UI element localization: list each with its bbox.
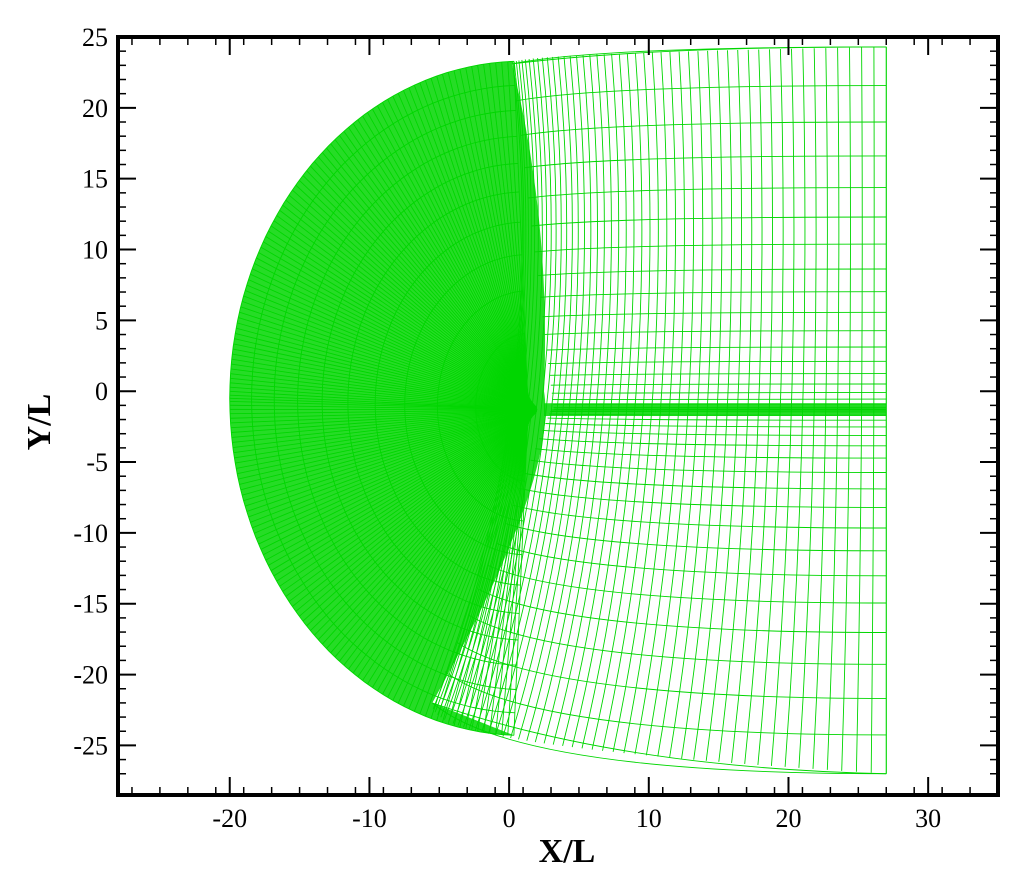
mesh-line: [539, 438, 887, 447]
mesh-line: [535, 448, 887, 459]
mesh-line: [612, 52, 668, 752]
y-tick-label: 15: [82, 165, 108, 194]
mesh-dense-region: [229, 61, 546, 736]
mesh-wake-band: [544, 403, 887, 416]
mesh-line: [487, 564, 887, 604]
mesh-line: [544, 330, 887, 335]
mesh-line: [474, 57, 557, 731]
mesh-line: [516, 85, 887, 102]
mesh-line: [524, 155, 887, 169]
x-tick-label: -10: [352, 804, 387, 833]
mesh-line: [530, 459, 887, 473]
mesh-line: [623, 51, 676, 754]
mesh-line: [444, 59, 532, 720]
mesh-line: [432, 62, 523, 710]
mesh-boundary-bottom: [432, 702, 887, 775]
mesh-line: [504, 522, 887, 552]
mesh-boundary-top: [511, 46, 887, 65]
y-tick-label: 25: [82, 23, 108, 52]
mesh-line: [440, 60, 529, 718]
mesh-line: [457, 58, 543, 726]
mesh-line: [552, 398, 887, 401]
mesh-line: [495, 56, 573, 736]
mesh-line: [520, 121, 887, 136]
mesh-line: [434, 61, 525, 713]
mesh-grid: [229, 46, 887, 775]
mesh-line: [511, 46, 887, 65]
mesh-line: [547, 417, 887, 421]
y-tick-label: -20: [73, 661, 108, 690]
x-tick-label: 0: [503, 804, 516, 833]
x-axis-ticks: -20 -10 0 10 20 30: [131, 37, 971, 833]
mesh-line: [510, 55, 585, 739]
mesh-line: [467, 614, 887, 665]
x-tick-label: 20: [775, 804, 801, 833]
mesh-line: [551, 391, 887, 394]
y-tick-label: 0: [95, 377, 108, 406]
mesh-line: [452, 58, 539, 724]
y-tick-label: -25: [73, 731, 108, 760]
mesh-line: [487, 56, 568, 734]
mesh-line: [512, 504, 887, 529]
y-tick-label: 20: [82, 94, 108, 123]
y-axis-title: Y/L: [21, 394, 58, 451]
mesh-line: [448, 59, 536, 722]
mesh-line: [528, 187, 887, 199]
x-tick-label: 30: [915, 804, 941, 833]
mesh-line: [550, 383, 887, 386]
x-tick-label: -20: [212, 804, 247, 833]
mesh-line: [534, 243, 887, 253]
y-tick-label: -5: [86, 448, 108, 477]
mesh-line: [540, 291, 887, 298]
y-tick-label: -10: [73, 519, 108, 548]
y-tick-label: 10: [82, 236, 108, 265]
mesh-line: [546, 346, 887, 351]
mesh-line: [502, 55, 579, 737]
mesh-line: [525, 473, 887, 490]
mesh-line: [437, 60, 527, 716]
mesh-line: [519, 487, 887, 508]
mesh-line: [496, 542, 887, 577]
y-tick-label: -15: [73, 590, 108, 619]
y-axis-ticks: 25 20 15 10 5 0 -5 -10 -15 -20 -25: [73, 23, 998, 775]
mesh-line: [531, 216, 887, 227]
y-tick-label: 5: [95, 306, 108, 335]
mesh-line: [478, 588, 887, 633]
mesh-line: [545, 423, 887, 428]
x-tick-label: 10: [636, 804, 662, 833]
mesh-line: [444, 671, 887, 736]
mesh-line: [481, 56, 562, 733]
mesh-line: [468, 57, 552, 730]
mesh-line: [463, 58, 548, 728]
mesh-line: [549, 373, 887, 376]
mesh-line: [591, 52, 651, 750]
mesh-line: [542, 429, 887, 436]
plot-frame: [116, 35, 1000, 797]
x-axis-title: X/L: [539, 833, 596, 870]
mesh-line: [548, 360, 887, 365]
plot-border: [116, 35, 1000, 797]
mesh-line: [542, 311, 887, 318]
mesh-line: [432, 702, 887, 775]
mesh-line: [602, 52, 659, 751]
